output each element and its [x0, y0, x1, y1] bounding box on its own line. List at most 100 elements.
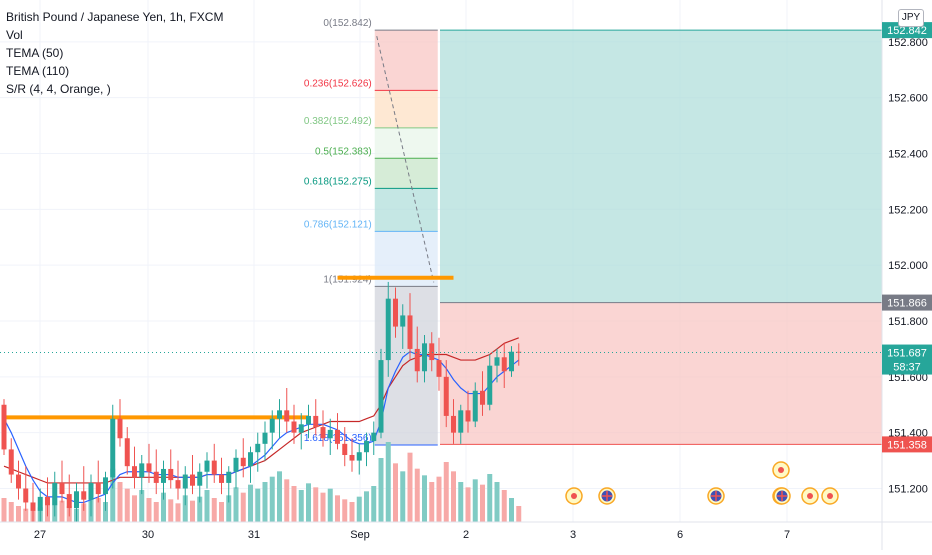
- candle-body: [414, 348, 420, 372]
- volume-bar: [298, 490, 304, 522]
- fib-level-label: 0.786(152.121): [304, 219, 372, 230]
- volume-bar: [291, 486, 297, 522]
- volume-bar: [327, 488, 333, 522]
- indicator-sr[interactable]: S/R (4, 4, Orange, ): [6, 82, 111, 96]
- candle-body: [443, 376, 449, 416]
- event-dot-icon: [772, 461, 790, 479]
- volume-bar: [516, 506, 522, 522]
- candle-body: [182, 474, 188, 489]
- candle-body: [175, 480, 181, 489]
- candle-body: [23, 488, 29, 503]
- volume-bar: [240, 492, 246, 522]
- candle-body: [436, 360, 442, 377]
- volume-bar: [501, 490, 507, 522]
- volume-bar: [494, 482, 500, 522]
- candle-body: [110, 418, 116, 478]
- volume-bar: [124, 488, 130, 522]
- indicator-vol[interactable]: Vol: [6, 28, 23, 42]
- volume-bar: [269, 476, 275, 522]
- candle-body: [153, 471, 159, 483]
- candle-body: [8, 449, 14, 475]
- position-stop-zone: [440, 302, 882, 445]
- volume-bar: [356, 496, 362, 522]
- candle-body: [139, 463, 145, 478]
- volume-bar: [110, 468, 116, 522]
- candle-body: [306, 415, 311, 425]
- volume-bar: [458, 482, 464, 522]
- candle-body: [501, 357, 507, 372]
- price-countdown: 58:37: [893, 362, 921, 374]
- candle-body: [248, 452, 253, 467]
- candle-body: [422, 343, 427, 372]
- volume-bar: [371, 486, 377, 522]
- x-tick-label: 3: [570, 529, 576, 541]
- fib-band: [374, 188, 438, 232]
- candle-body: [211, 460, 217, 475]
- price-label-tag: [882, 344, 932, 375]
- y-tick-label: 152.600: [888, 93, 928, 105]
- volume-bar: [248, 484, 253, 522]
- fib-level-label: 0(152.842): [323, 18, 371, 29]
- candle-body: [342, 443, 348, 456]
- candle-body: [1, 404, 7, 450]
- chart-legend: British Pound / Japanese Yen, 1h, FXCM V…: [6, 8, 223, 98]
- indicator-tema-50[interactable]: TEMA (50): [6, 46, 64, 60]
- volume-bar: [1, 498, 7, 522]
- volume-bar: [407, 452, 413, 522]
- currency-badge[interactable]: JPY: [898, 9, 924, 27]
- volume-bar: [487, 474, 493, 522]
- candle-body: [168, 468, 174, 481]
- x-tick-label: 7: [784, 529, 790, 541]
- candle-body: [349, 455, 355, 461]
- candle-body: [262, 432, 268, 444]
- x-tick-label: Sep: [350, 529, 370, 541]
- candle-body: [284, 410, 290, 422]
- price-label: 152.842: [887, 25, 927, 37]
- candle-body: [356, 452, 362, 461]
- volume-bar: [436, 476, 442, 522]
- fib-level-label: 0.382(152.492): [304, 116, 372, 127]
- candle-body: [88, 482, 94, 500]
- candle-body: [378, 360, 384, 433]
- volume-bar: [59, 500, 65, 522]
- fib-band: [374, 30, 438, 91]
- volume-bar: [335, 495, 340, 522]
- volume-bar: [219, 502, 224, 522]
- candle-body: [233, 457, 239, 472]
- y-tick-label: 152.800: [888, 37, 928, 49]
- fib-level-label: 1(151.924): [323, 274, 371, 285]
- candle-body: [66, 494, 72, 509]
- volume-bar: [226, 495, 232, 522]
- volume-bar: [414, 468, 420, 522]
- volume-bar: [400, 471, 406, 522]
- x-tick-label: 6: [677, 529, 683, 541]
- fib-band: [374, 158, 438, 189]
- event-dot-icon: [801, 487, 819, 505]
- volume-bar: [320, 492, 326, 522]
- x-tick-label: 31: [248, 529, 260, 541]
- volume-bar: [139, 490, 145, 522]
- candle-body: [364, 441, 369, 453]
- volume-bar: [385, 442, 391, 522]
- candle-body: [197, 471, 203, 486]
- candle-body: [95, 482, 101, 495]
- candle-body: [465, 410, 471, 422]
- candle-body: [45, 496, 50, 506]
- volume-bar: [211, 498, 217, 522]
- candle-body: [255, 443, 261, 453]
- fib-level-label: 0.5(152.383): [315, 146, 372, 157]
- indicator-tema-110[interactable]: TEMA (110): [6, 64, 70, 78]
- symbol-title[interactable]: British Pound / Japanese Yen, 1h, FXCM: [6, 10, 224, 24]
- price-label: 151.866: [887, 298, 927, 310]
- volume-bar: [16, 506, 21, 522]
- volume-bar: [190, 500, 195, 522]
- candle-body: [52, 482, 58, 506]
- candle-body: [451, 415, 456, 433]
- candle-body: [327, 429, 333, 439]
- volume-bar: [197, 496, 203, 522]
- volume-bar: [95, 498, 101, 522]
- candle-body: [103, 477, 108, 495]
- candle-body: [59, 482, 65, 495]
